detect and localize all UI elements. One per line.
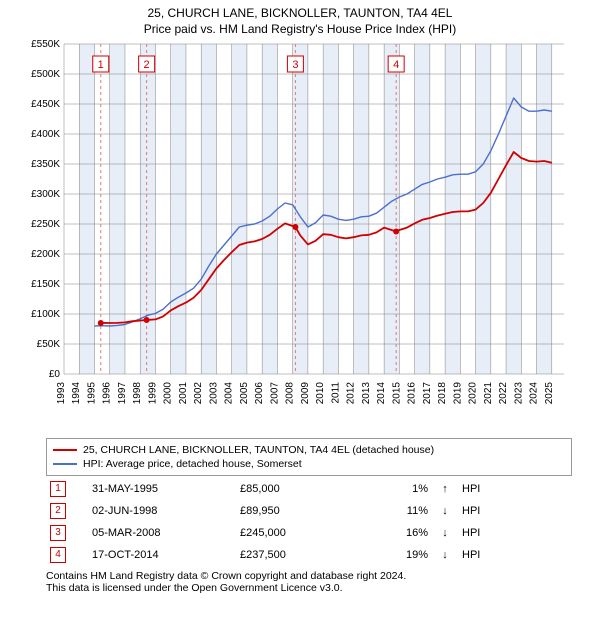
title-line2: Price paid vs. HM Land Registry's House … <box>0 20 600 40</box>
svg-text:1995: 1995 <box>86 382 97 405</box>
footer: Contains HM Land Registry data © Crown c… <box>46 570 572 594</box>
legend-row-1: 25, CHURCH LANE, BICKNOLLER, TAUNTON, TA… <box>53 443 565 457</box>
sale-row: 4 17-OCT-2014£237,50019%↓HPI <box>46 544 572 566</box>
svg-text:2015: 2015 <box>391 382 402 405</box>
svg-text:£50K: £50K <box>37 339 61 350</box>
sale-pct: 16% <box>354 522 432 544</box>
sale-hpi-label: HPI <box>458 500 572 522</box>
svg-text:2021: 2021 <box>483 382 494 405</box>
svg-text:2018: 2018 <box>437 382 448 405</box>
sale-badge: 1 <box>50 481 66 497</box>
svg-text:£0: £0 <box>49 369 61 380</box>
svg-text:£200K: £200K <box>31 249 60 260</box>
sale-pct: 11% <box>354 500 432 522</box>
svg-text:2016: 2016 <box>407 382 418 405</box>
svg-text:£250K: £250K <box>31 219 60 230</box>
svg-text:1996: 1996 <box>102 382 113 405</box>
sale-badge: 2 <box>50 503 66 519</box>
sale-price: £245,000 <box>236 522 354 544</box>
footer-line2: This data is licensed under the Open Gov… <box>46 582 572 594</box>
sale-badge: 4 <box>50 547 66 563</box>
sale-dir-icon: ↓ <box>432 522 458 544</box>
sale-row: 3 05-MAR-2008£245,00016%↓HPI <box>46 522 572 544</box>
svg-text:2023: 2023 <box>513 382 524 405</box>
svg-text:2022: 2022 <box>498 382 509 405</box>
svg-text:£300K: £300K <box>31 189 60 200</box>
sale-price: £85,000 <box>236 478 354 500</box>
svg-text:2007: 2007 <box>269 382 280 405</box>
sale-pct: 19% <box>354 544 432 566</box>
sale-price: £89,950 <box>236 500 354 522</box>
sale-date: 02-JUN-1998 <box>88 500 236 522</box>
sale-hpi-label: HPI <box>458 522 572 544</box>
svg-text:2002: 2002 <box>193 382 204 405</box>
svg-text:2013: 2013 <box>361 382 372 405</box>
svg-text:2000: 2000 <box>163 382 174 405</box>
legend-swatch-1 <box>53 449 77 451</box>
chart: £0 £50K £100K £150K £200K £250K £300K £350K £400… <box>18 40 578 434</box>
svg-text:£100K: £100K <box>31 309 60 320</box>
legend-label-2: HPI: Average price, detached house, Some… <box>83 457 302 471</box>
svg-text:3: 3 <box>292 59 298 71</box>
footer-line1: Contains HM Land Registry data © Crown c… <box>46 570 572 582</box>
svg-text:£350K: £350K <box>31 159 60 170</box>
sale-hpi-label: HPI <box>458 544 572 566</box>
legend-row-2: HPI: Average price, detached house, Some… <box>53 457 565 471</box>
svg-text:2010: 2010 <box>315 382 326 405</box>
sales-table: 131-MAY-1995£85,0001%↑HPI202-JUN-1998£89… <box>46 478 572 566</box>
svg-text:1998: 1998 <box>132 382 143 405</box>
svg-text:2003: 2003 <box>208 382 219 405</box>
svg-text:2009: 2009 <box>300 382 311 405</box>
svg-text:1999: 1999 <box>147 382 158 405</box>
svg-text:1994: 1994 <box>71 382 82 405</box>
svg-text:2005: 2005 <box>239 382 250 405</box>
svg-text:2004: 2004 <box>224 382 235 405</box>
svg-text:£150K: £150K <box>31 279 60 290</box>
svg-text:£400K: £400K <box>31 129 60 140</box>
sale-dir-icon: ↑ <box>432 478 458 500</box>
svg-text:2014: 2014 <box>376 382 387 405</box>
sale-hpi-label: HPI <box>458 478 572 500</box>
svg-text:1997: 1997 <box>117 382 128 405</box>
svg-text:2: 2 <box>144 59 150 71</box>
svg-text:2019: 2019 <box>452 382 463 405</box>
svg-text:2012: 2012 <box>346 382 357 405</box>
sale-row: 2 02-JUN-1998£89,95011%↓HPI <box>46 500 572 522</box>
svg-text:£550K: £550K <box>31 40 60 50</box>
svg-text:1993: 1993 <box>56 382 67 405</box>
figure-root: 25, CHURCH LANE, BICKNOLLER, TAUNTON, TA… <box>0 0 600 620</box>
legend: 25, CHURCH LANE, BICKNOLLER, TAUNTON, TA… <box>46 438 572 476</box>
sale-badge: 3 <box>50 525 66 541</box>
title-line1: 25, CHURCH LANE, BICKNOLLER, TAUNTON, TA… <box>0 0 600 20</box>
svg-text:2008: 2008 <box>285 382 296 405</box>
legend-swatch-2 <box>53 463 77 465</box>
sale-pct: 1% <box>354 478 432 500</box>
sale-date: 05-MAR-2008 <box>88 522 236 544</box>
sale-row: 1 31-MAY-1995£85,0001%↑HPI <box>46 478 572 500</box>
sale-dir-icon: ↓ <box>432 500 458 522</box>
svg-text:2006: 2006 <box>254 382 265 405</box>
legend-label-1: 25, CHURCH LANE, BICKNOLLER, TAUNTON, TA… <box>83 443 434 457</box>
svg-text:2001: 2001 <box>178 382 189 405</box>
sale-price: £237,500 <box>236 544 354 566</box>
svg-text:1: 1 <box>98 59 104 71</box>
sale-dir-icon: ↓ <box>432 544 458 566</box>
svg-text:4: 4 <box>393 59 399 71</box>
sale-date: 17-OCT-2014 <box>88 544 236 566</box>
svg-text:2025: 2025 <box>544 382 555 405</box>
svg-text:2011: 2011 <box>330 382 341 404</box>
sale-date: 31-MAY-1995 <box>88 478 236 500</box>
svg-text:2017: 2017 <box>422 382 433 405</box>
svg-text:2020: 2020 <box>468 382 479 405</box>
svg-text:£500K: £500K <box>31 69 60 80</box>
svg-text:2024: 2024 <box>529 382 540 405</box>
svg-text:£450K: £450K <box>31 99 60 110</box>
